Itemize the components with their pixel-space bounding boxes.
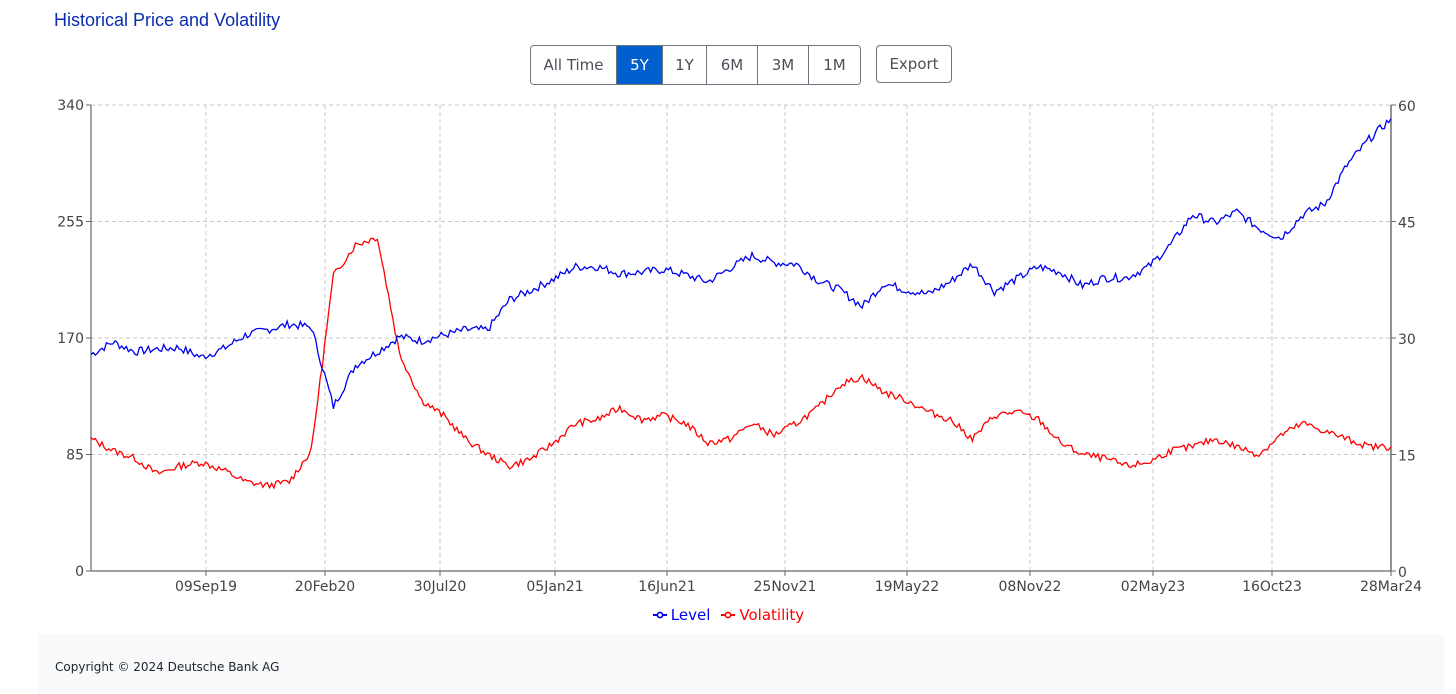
svg-text:45: 45	[1398, 216, 1416, 232]
svg-text:16Jun21: 16Jun21	[638, 579, 696, 595]
svg-text:60: 60	[1398, 99, 1416, 115]
svg-text:16Oct23: 16Oct23	[1242, 579, 1302, 595]
svg-text:340: 340	[57, 98, 84, 114]
legend-label-volatility: Volatility	[739, 606, 805, 624]
svg-text:0: 0	[75, 564, 84, 580]
copyright-text: Copyright © 2024 Deutsche Bank AG	[55, 660, 280, 674]
range-button-all-time[interactable]: All Time	[531, 46, 617, 84]
range-button-1m[interactable]: 1M	[809, 46, 860, 84]
svg-text:20Feb20: 20Feb20	[295, 579, 355, 595]
svg-text:30Jul20: 30Jul20	[414, 579, 467, 595]
svg-text:255: 255	[57, 215, 84, 231]
svg-text:08Nov22: 08Nov22	[999, 579, 1062, 595]
footer: Copyright © 2024 Deutsche Bank AG	[38, 634, 1444, 694]
export-button[interactable]: Export	[876, 45, 952, 83]
volatility-line	[90, 237, 1392, 490]
range-button-3m[interactable]: 3M	[758, 46, 809, 84]
price-volatility-chart[interactable]: 0 85 170 255 340 0 15 30 45 60 09Sep19 20Feb20 30Jul…	[0, 95, 1456, 595]
svg-text:09Sep19: 09Sep19	[175, 579, 237, 595]
volatility-marker-icon	[721, 611, 736, 619]
range-button-1y[interactable]: 1Y	[663, 46, 707, 84]
svg-text:0: 0	[1398, 565, 1407, 581]
svg-text:19May22: 19May22	[875, 579, 940, 595]
legend-item-level[interactable]: Level	[652, 606, 711, 624]
svg-text:25Nov21: 25Nov21	[754, 579, 817, 595]
legend-item-volatility[interactable]: Volatility	[720, 606, 804, 624]
svg-text:85: 85	[66, 448, 84, 464]
range-button-5y[interactable]: 5Y	[617, 46, 663, 84]
svg-text:30: 30	[1398, 332, 1416, 348]
svg-text:15: 15	[1398, 449, 1416, 465]
svg-text:170: 170	[57, 331, 84, 347]
range-button-group: All Time 5Y 1Y 6M 3M 1M	[530, 45, 861, 85]
svg-text:02May23: 02May23	[1121, 579, 1186, 595]
chart-grid	[91, 104, 1391, 571]
range-button-6m[interactable]: 6M	[707, 46, 758, 84]
svg-text:05Jan21: 05Jan21	[526, 579, 583, 595]
level-line	[90, 118, 1392, 409]
level-marker-icon	[652, 611, 667, 619]
chart-legend: Level Volatility	[0, 606, 1456, 624]
legend-label-level: Level	[670, 606, 711, 624]
page-title: Historical Price and Volatility	[54, 10, 281, 30]
svg-text:28Mar24: 28Mar24	[1360, 579, 1422, 595]
chart-axes: 0 85 170 255 340 0 15 30 45 60 09Sep19 20Feb20 30Jul…	[57, 98, 1422, 595]
